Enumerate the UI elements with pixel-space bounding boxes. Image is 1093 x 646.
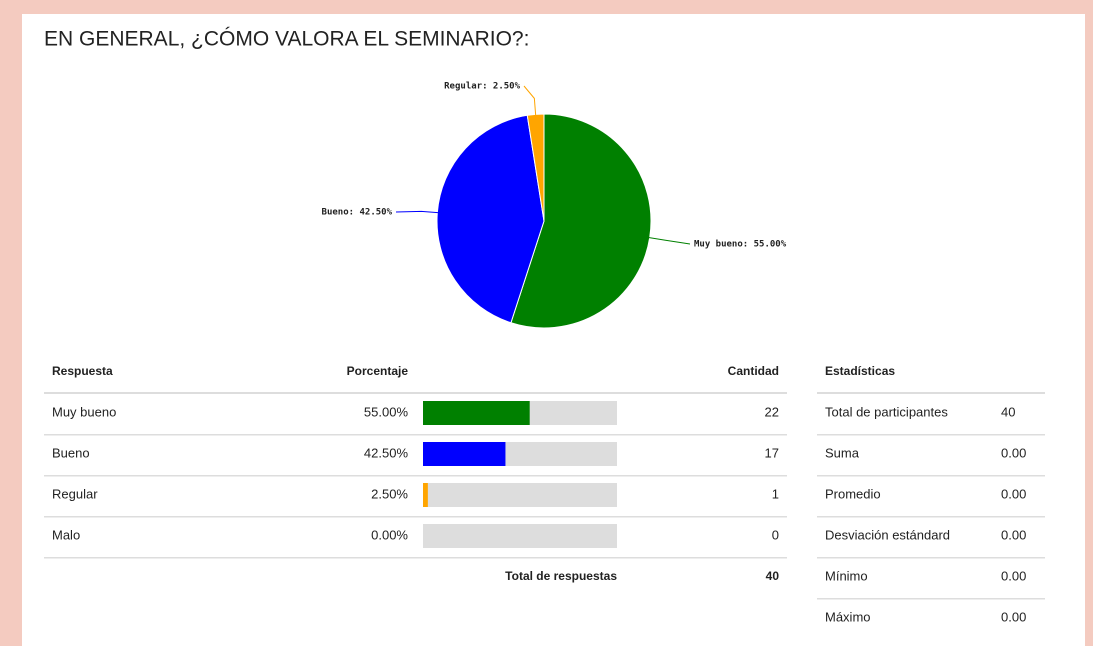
response-percent: 2.50% xyxy=(371,486,408,501)
response-count: 1 xyxy=(772,486,779,501)
bar-track xyxy=(423,483,617,507)
pie-label: Bueno: 42.50% xyxy=(322,208,393,218)
total-label: Total de respuestas xyxy=(505,569,617,583)
row-divider xyxy=(44,516,787,518)
row-divider xyxy=(44,557,787,559)
stat-value: 0.00 xyxy=(1001,445,1026,460)
pie-label: Regular: 2.50% xyxy=(444,82,520,92)
response-percent: 55.00% xyxy=(364,404,409,419)
leader-line xyxy=(647,236,691,245)
response-label: Regular xyxy=(52,486,98,501)
bar-track xyxy=(423,524,617,548)
row-divider xyxy=(817,557,1045,559)
percent-bar xyxy=(423,483,428,507)
response-count: 0 xyxy=(772,527,779,542)
stat-label: Suma xyxy=(825,445,860,460)
response-count: 22 xyxy=(765,404,779,419)
response-label: Bueno xyxy=(52,445,90,460)
header-cell: Porcentaje xyxy=(347,364,409,378)
stats-header: Estadísticas xyxy=(825,364,895,378)
total-value: 40 xyxy=(766,569,780,583)
pie-label: Muy bueno: 55.00% xyxy=(694,240,787,250)
response-label: Muy bueno xyxy=(52,404,116,419)
row-divider xyxy=(44,475,787,477)
row-divider xyxy=(817,434,1045,436)
question-title: EN GENERAL, ¿CÓMO VALORA EL SEMINARIO?: xyxy=(44,28,529,51)
stat-label: Máximo xyxy=(825,609,871,624)
panel xyxy=(22,14,1085,646)
stat-label: Promedio xyxy=(825,486,881,501)
row-divider xyxy=(44,434,787,436)
response-count: 17 xyxy=(765,445,779,460)
leader-line xyxy=(395,210,440,214)
response-percent: 42.50% xyxy=(364,445,409,460)
header-cell: Respuesta xyxy=(52,364,113,378)
stat-label: Mínimo xyxy=(825,568,868,583)
row-divider xyxy=(817,475,1045,477)
header-cell: Cantidad xyxy=(728,364,779,378)
stat-value: 40 xyxy=(1001,404,1015,419)
response-label: Malo xyxy=(52,527,80,542)
stat-value: 0.00 xyxy=(1001,568,1026,583)
stat-value: 0.00 xyxy=(1001,527,1026,542)
stat-label: Desviación estándard xyxy=(825,527,950,542)
row-divider xyxy=(817,516,1045,518)
header-divider xyxy=(817,392,1045,394)
stat-label: Total de participantes xyxy=(825,404,948,419)
percent-bar xyxy=(423,401,530,425)
row-divider xyxy=(817,598,1045,600)
stat-value: 0.00 xyxy=(1001,486,1026,501)
header-divider xyxy=(44,392,787,394)
percent-bar xyxy=(423,442,506,466)
response-percent: 0.00% xyxy=(371,527,408,542)
leader-line xyxy=(523,85,537,117)
stat-value: 0.00 xyxy=(1001,609,1026,624)
